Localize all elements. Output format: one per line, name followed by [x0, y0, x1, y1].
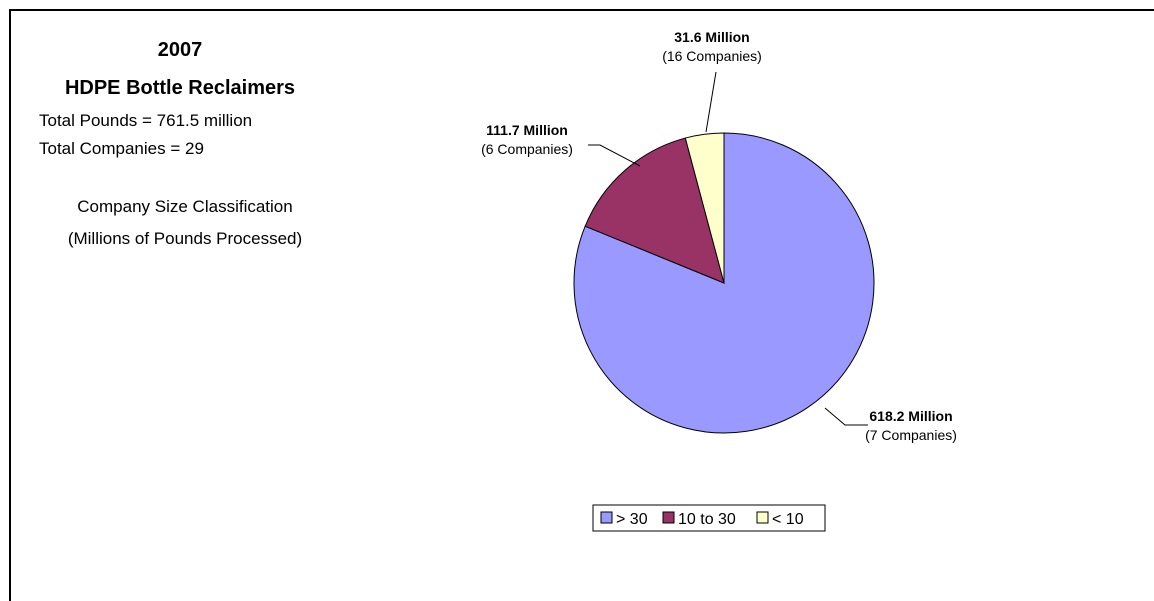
legend-box: [592, 504, 826, 532]
data-label-count-gt-30: (7 Companies): [865, 427, 957, 443]
data-label-count-10-to-30: (6 Companies): [481, 141, 573, 157]
legend-swatch-gt-30: [600, 511, 613, 524]
legend-label-gt-30: > 30: [616, 511, 648, 528]
leader-line-lt-10: [705, 71, 717, 133]
legend-swatch-10-to-30: [662, 511, 675, 524]
chart-title: HDPE Bottle Reclaimers: [64, 77, 296, 99]
data-label-value-10-to-30: 111.7 Million: [486, 122, 568, 138]
total-pounds-text: Total Pounds = 761.5 million: [39, 111, 253, 130]
pie-slice-10-to-30: [584, 137, 725, 284]
leader-line-gt-30: [824, 407, 868, 426]
legend-label-lt-10: < 10: [772, 511, 804, 528]
legend-label-10-to-30: 10 to 30: [678, 511, 736, 528]
data-label-count-lt-10: (16 Companies): [662, 48, 762, 64]
data-label-value-lt-10: 31.6 Million: [674, 29, 749, 45]
classification-heading: Company Size Classification: [77, 197, 293, 216]
data-label-value-gt-30: 618.2 Million: [869, 408, 952, 424]
chart-frame: [9, 9, 1154, 601]
leader-line-10-to-30: [588, 144, 641, 167]
classification-subheading: (Millions of Pounds Processed): [67, 229, 303, 248]
total-companies-text: Total Companies = 29: [39, 139, 204, 158]
chart-year: 2007: [157, 39, 203, 61]
pie-slice-lt-10: [684, 132, 725, 284]
legend-swatch-lt-10: [756, 511, 769, 524]
